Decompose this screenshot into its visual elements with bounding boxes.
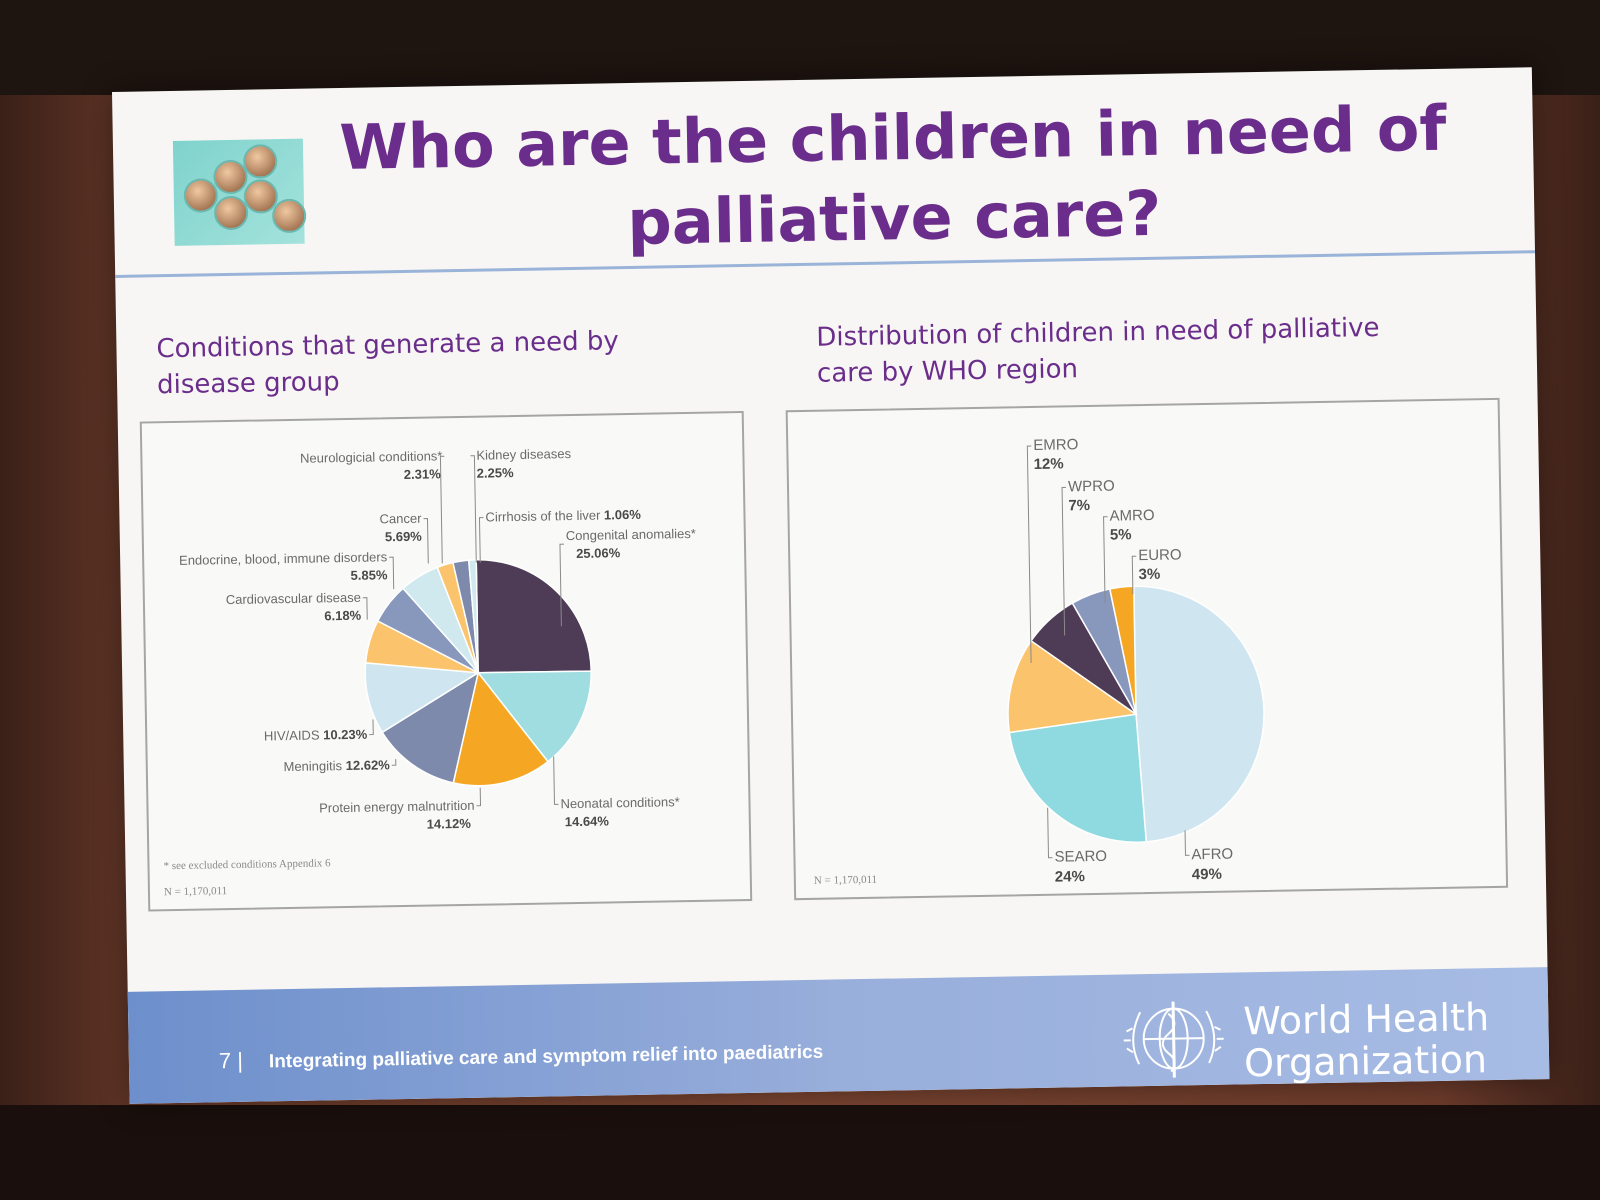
region-label-euro: EURO xyxy=(1138,546,1182,564)
region-slice-euro xyxy=(1108,585,1137,715)
child-photo-icon xyxy=(213,195,249,231)
slice-pct-kidney: 2.25% xyxy=(477,465,515,481)
left-sample-size-note: N = 1,170,011 xyxy=(164,885,227,898)
region-pct-searo: 24% xyxy=(1055,868,1085,886)
slice-label-endocrine: Endocrine, blood, immune disorders xyxy=(179,549,388,568)
slice-pct-hiv: 10.23% xyxy=(323,727,368,743)
footer-title: Integrating palliative care and symptom … xyxy=(268,1041,824,1073)
region-label-wpro: WPRO xyxy=(1068,478,1115,496)
slice-pct-congenital: 25.06% xyxy=(576,545,621,561)
slice-pct-cardiovascular: 6.18% xyxy=(324,608,362,624)
slice-label-meningitis-name: Meningitis xyxy=(283,758,342,774)
children-photo-collage xyxy=(172,138,307,246)
slice-label-meningitis: Meningitis 12.62% xyxy=(283,757,390,774)
slice-pct-malnutrition: 14.12% xyxy=(427,816,472,832)
right-chart-subtitle: Distribution of children in need of pall… xyxy=(816,310,1380,392)
slice-label-cirrhosis-name: Cirrhosis of the liver xyxy=(485,508,601,525)
slice-pct-endocrine: 5.85% xyxy=(350,567,388,583)
who-region-chart-panel: EMRO 12% WPRO 7% AMRO 5% EURO 3% SEARO 2… xyxy=(785,397,1509,901)
region-pct-wpro: 7% xyxy=(1068,497,1090,514)
region-label-searo: SEARO xyxy=(1054,848,1107,866)
slice-label-neonatal: Neonatal conditions* xyxy=(560,794,679,811)
page-separator: | xyxy=(237,1047,244,1073)
left-subtitle-line2: disease group xyxy=(156,367,340,401)
slice-label-cardiovascular: Cardiovascular disease xyxy=(226,590,361,607)
region-slice-afro xyxy=(1133,585,1265,843)
region-pct-amro: 5% xyxy=(1110,526,1132,543)
left-chart-subtitle: Conditions that generate a need by disea… xyxy=(156,323,620,403)
region-pct-euro: 3% xyxy=(1138,566,1160,583)
who-emblem-icon xyxy=(1123,1001,1224,1078)
who-name-line1: World Health xyxy=(1243,995,1490,1044)
region-slice-emro xyxy=(1007,639,1138,734)
region-label-amro: AMRO xyxy=(1109,507,1154,525)
child-photo-icon xyxy=(242,144,278,179)
slice-pct-neurological: 2.31% xyxy=(404,466,442,482)
who-wordmark: World Health Organization xyxy=(1243,995,1490,1086)
pie-slice-congenital-anomalies xyxy=(475,558,592,674)
who-name-line2: Organization xyxy=(1243,1037,1488,1086)
disease-group-chart-panel: Neurologicial conditions* 2.31% Kidney d… xyxy=(139,411,753,912)
slice-label-hiv-name: HIV/AIDS xyxy=(264,727,320,743)
slice-label-cancer: Cancer xyxy=(379,511,422,527)
slide: Who are the children in need of palliati… xyxy=(112,67,1550,1104)
slice-pct-cancer: 5.69% xyxy=(385,529,423,545)
slice-label-kidney: Kidney diseases xyxy=(476,446,571,463)
pie-slice-meningitis xyxy=(381,671,480,784)
who-region-pie-chart: EMRO 12% WPRO 7% AMRO 5% EURO 3% SEARO 2… xyxy=(814,436,1265,887)
pie-slice-protein-energy-malnutrition xyxy=(452,670,549,787)
slice-pct-meningitis: 12.62% xyxy=(346,757,391,773)
child-photo-icon xyxy=(183,178,219,213)
slice-label-malnutrition: Protein energy malnutrition xyxy=(319,798,475,816)
region-pct-afro: 49% xyxy=(1192,866,1222,884)
child-photo-icon xyxy=(271,198,307,234)
slide-title: Who are the children in need of palliati… xyxy=(312,88,1475,268)
slide-footer: 7 | Integrating palliative care and symp… xyxy=(127,967,1550,1104)
region-pct-emro: 12% xyxy=(1033,455,1063,473)
slice-label-congenital: Congenital anomalies* xyxy=(566,526,696,543)
slice-label-cirrhosis: Cirrhosis of the liver 1.06% xyxy=(485,507,641,525)
page-number: 7 | xyxy=(219,1048,244,1074)
slice-label-hiv: HIV/AIDS 10.23% xyxy=(264,727,368,744)
excluded-conditions-footnote: * see excluded conditions Appendix 6 xyxy=(163,857,331,872)
page-number-value: 7 xyxy=(218,1048,232,1074)
region-label-afro: AFRO xyxy=(1191,846,1233,864)
slice-pct-neonatal: 14.64% xyxy=(565,813,610,829)
right-sample-size-note: N = 1,170,011 xyxy=(814,874,877,887)
slice-label-neurological: Neurologicial conditions* xyxy=(300,448,443,465)
disease-group-pie-chart: Neurologicial conditions* 2.31% Kidney d… xyxy=(163,446,696,898)
pie-slice-neonatal-conditions xyxy=(476,670,592,763)
region-label-emro: EMRO xyxy=(1033,436,1078,454)
region-slice-searo xyxy=(1008,713,1148,843)
stage-floor xyxy=(0,1105,1600,1200)
pie-slice-hiv-aids xyxy=(364,662,481,734)
slice-pct-cirrhosis: 1.06% xyxy=(604,507,642,523)
